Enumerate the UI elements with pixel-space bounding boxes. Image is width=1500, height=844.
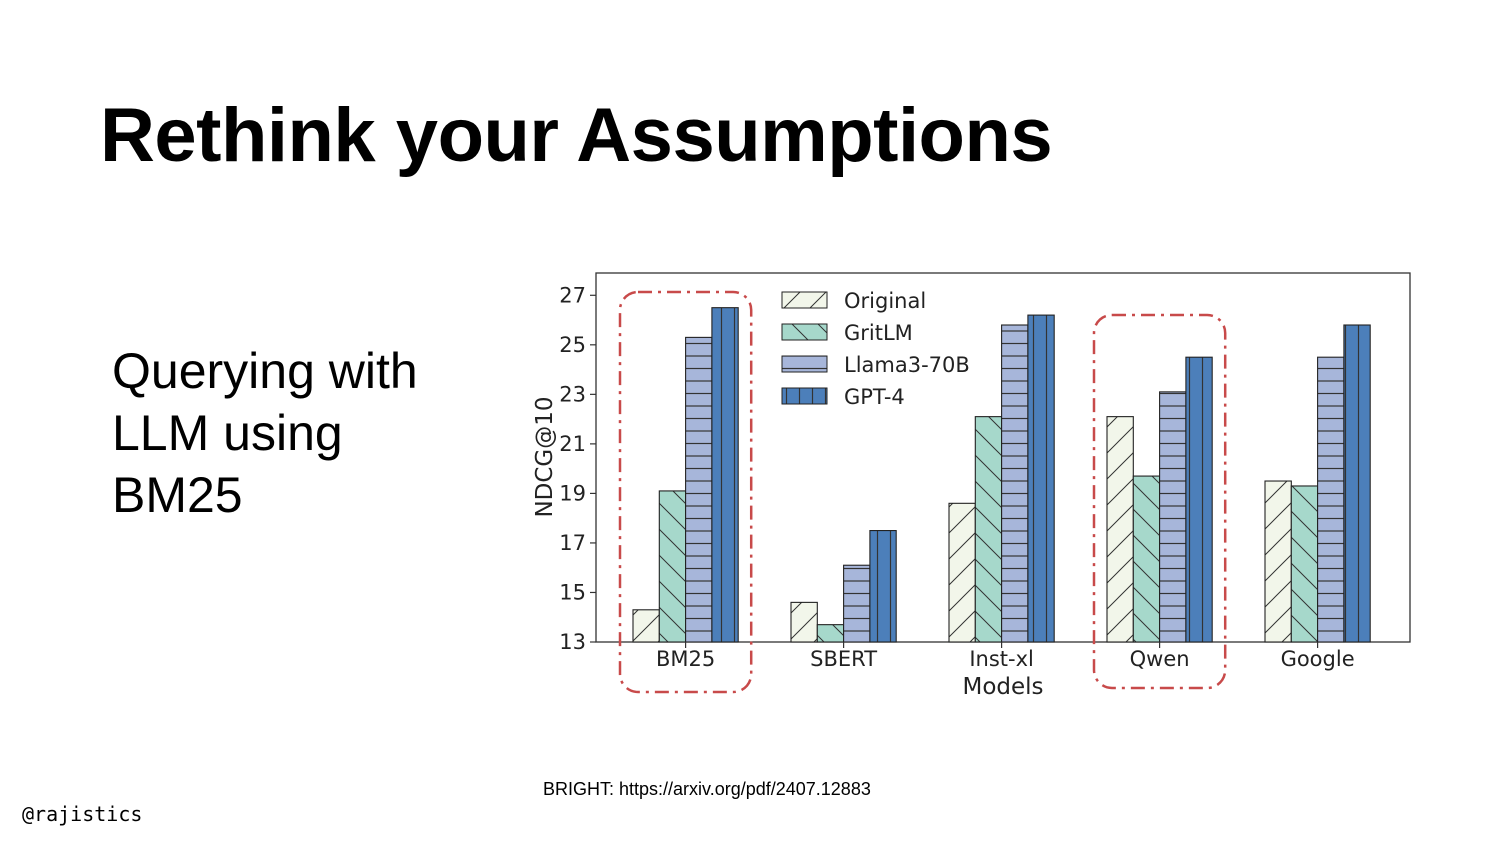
y-tick-label: 17: [559, 531, 586, 555]
x-tick-label: BM25: [656, 647, 715, 671]
bar-hatch: [1343, 324, 1371, 643]
bar-hatch: [685, 336, 713, 643]
bar-hatch: [843, 564, 871, 643]
bar-hatch: [711, 307, 739, 643]
slide-body-text: Querying with LLM using BM25: [112, 340, 512, 526]
legend-swatch-hatch: [781, 387, 828, 405]
legend-label: Original: [844, 289, 926, 313]
bar-hatch: [790, 601, 818, 643]
bar-hatch: [1027, 314, 1055, 643]
citation-text: BRIGHT: https://arxiv.org/pdf/2407.12883: [543, 779, 871, 799]
bar-hatch: [816, 624, 845, 643]
y-tick-label: 23: [559, 382, 586, 406]
x-axis-label: Models: [962, 674, 1043, 700]
bar-hatch: [1264, 480, 1292, 643]
y-tick-label: 13: [559, 630, 586, 654]
legend-swatch-hatch: [781, 323, 828, 341]
x-tick-label: SBERT: [810, 647, 877, 671]
legend-swatch-hatch: [781, 355, 828, 373]
body-line: Querying with: [112, 343, 418, 399]
author-handle: @rajistics: [22, 802, 143, 826]
x-tick-label: Qwen: [1130, 647, 1190, 671]
legend-label: GritLM: [844, 321, 913, 345]
bar-hatch: [658, 490, 687, 643]
bar-hatch: [1001, 324, 1029, 643]
x-tick-label: Google: [1281, 647, 1355, 671]
y-tick-label: 15: [559, 580, 586, 604]
y-tick-label: 21: [559, 432, 586, 456]
highlight-box: [618, 290, 753, 694]
y-tick-label: 27: [559, 283, 586, 307]
bar-hatch: [1290, 485, 1319, 643]
bar-hatch: [974, 416, 1003, 643]
bar-hatch: [1185, 356, 1213, 643]
body-line: LLM using: [112, 405, 343, 461]
y-tick-label: 19: [559, 481, 586, 505]
bar-hatch: [1159, 391, 1187, 643]
legend-swatch-hatch: [781, 291, 828, 309]
bar-hatch: [1106, 416, 1134, 643]
y-axis-label: NDCG@10: [532, 396, 558, 517]
body-line: BM25: [112, 467, 243, 523]
bar-hatch: [632, 609, 660, 643]
bar-hatch: [1317, 356, 1345, 643]
y-tick-label: 25: [559, 333, 586, 357]
legend-label: Llama3-70B: [844, 353, 970, 377]
bar-hatch: [948, 502, 976, 643]
legend-label: GPT-4: [844, 385, 905, 409]
bar-hatch: [1132, 475, 1161, 643]
x-tick-label: Inst-xl: [969, 647, 1034, 671]
highlight-box: [1092, 313, 1227, 690]
slide-title: Rethink your Assumptions: [100, 93, 1053, 178]
bar-hatch: [869, 530, 897, 643]
